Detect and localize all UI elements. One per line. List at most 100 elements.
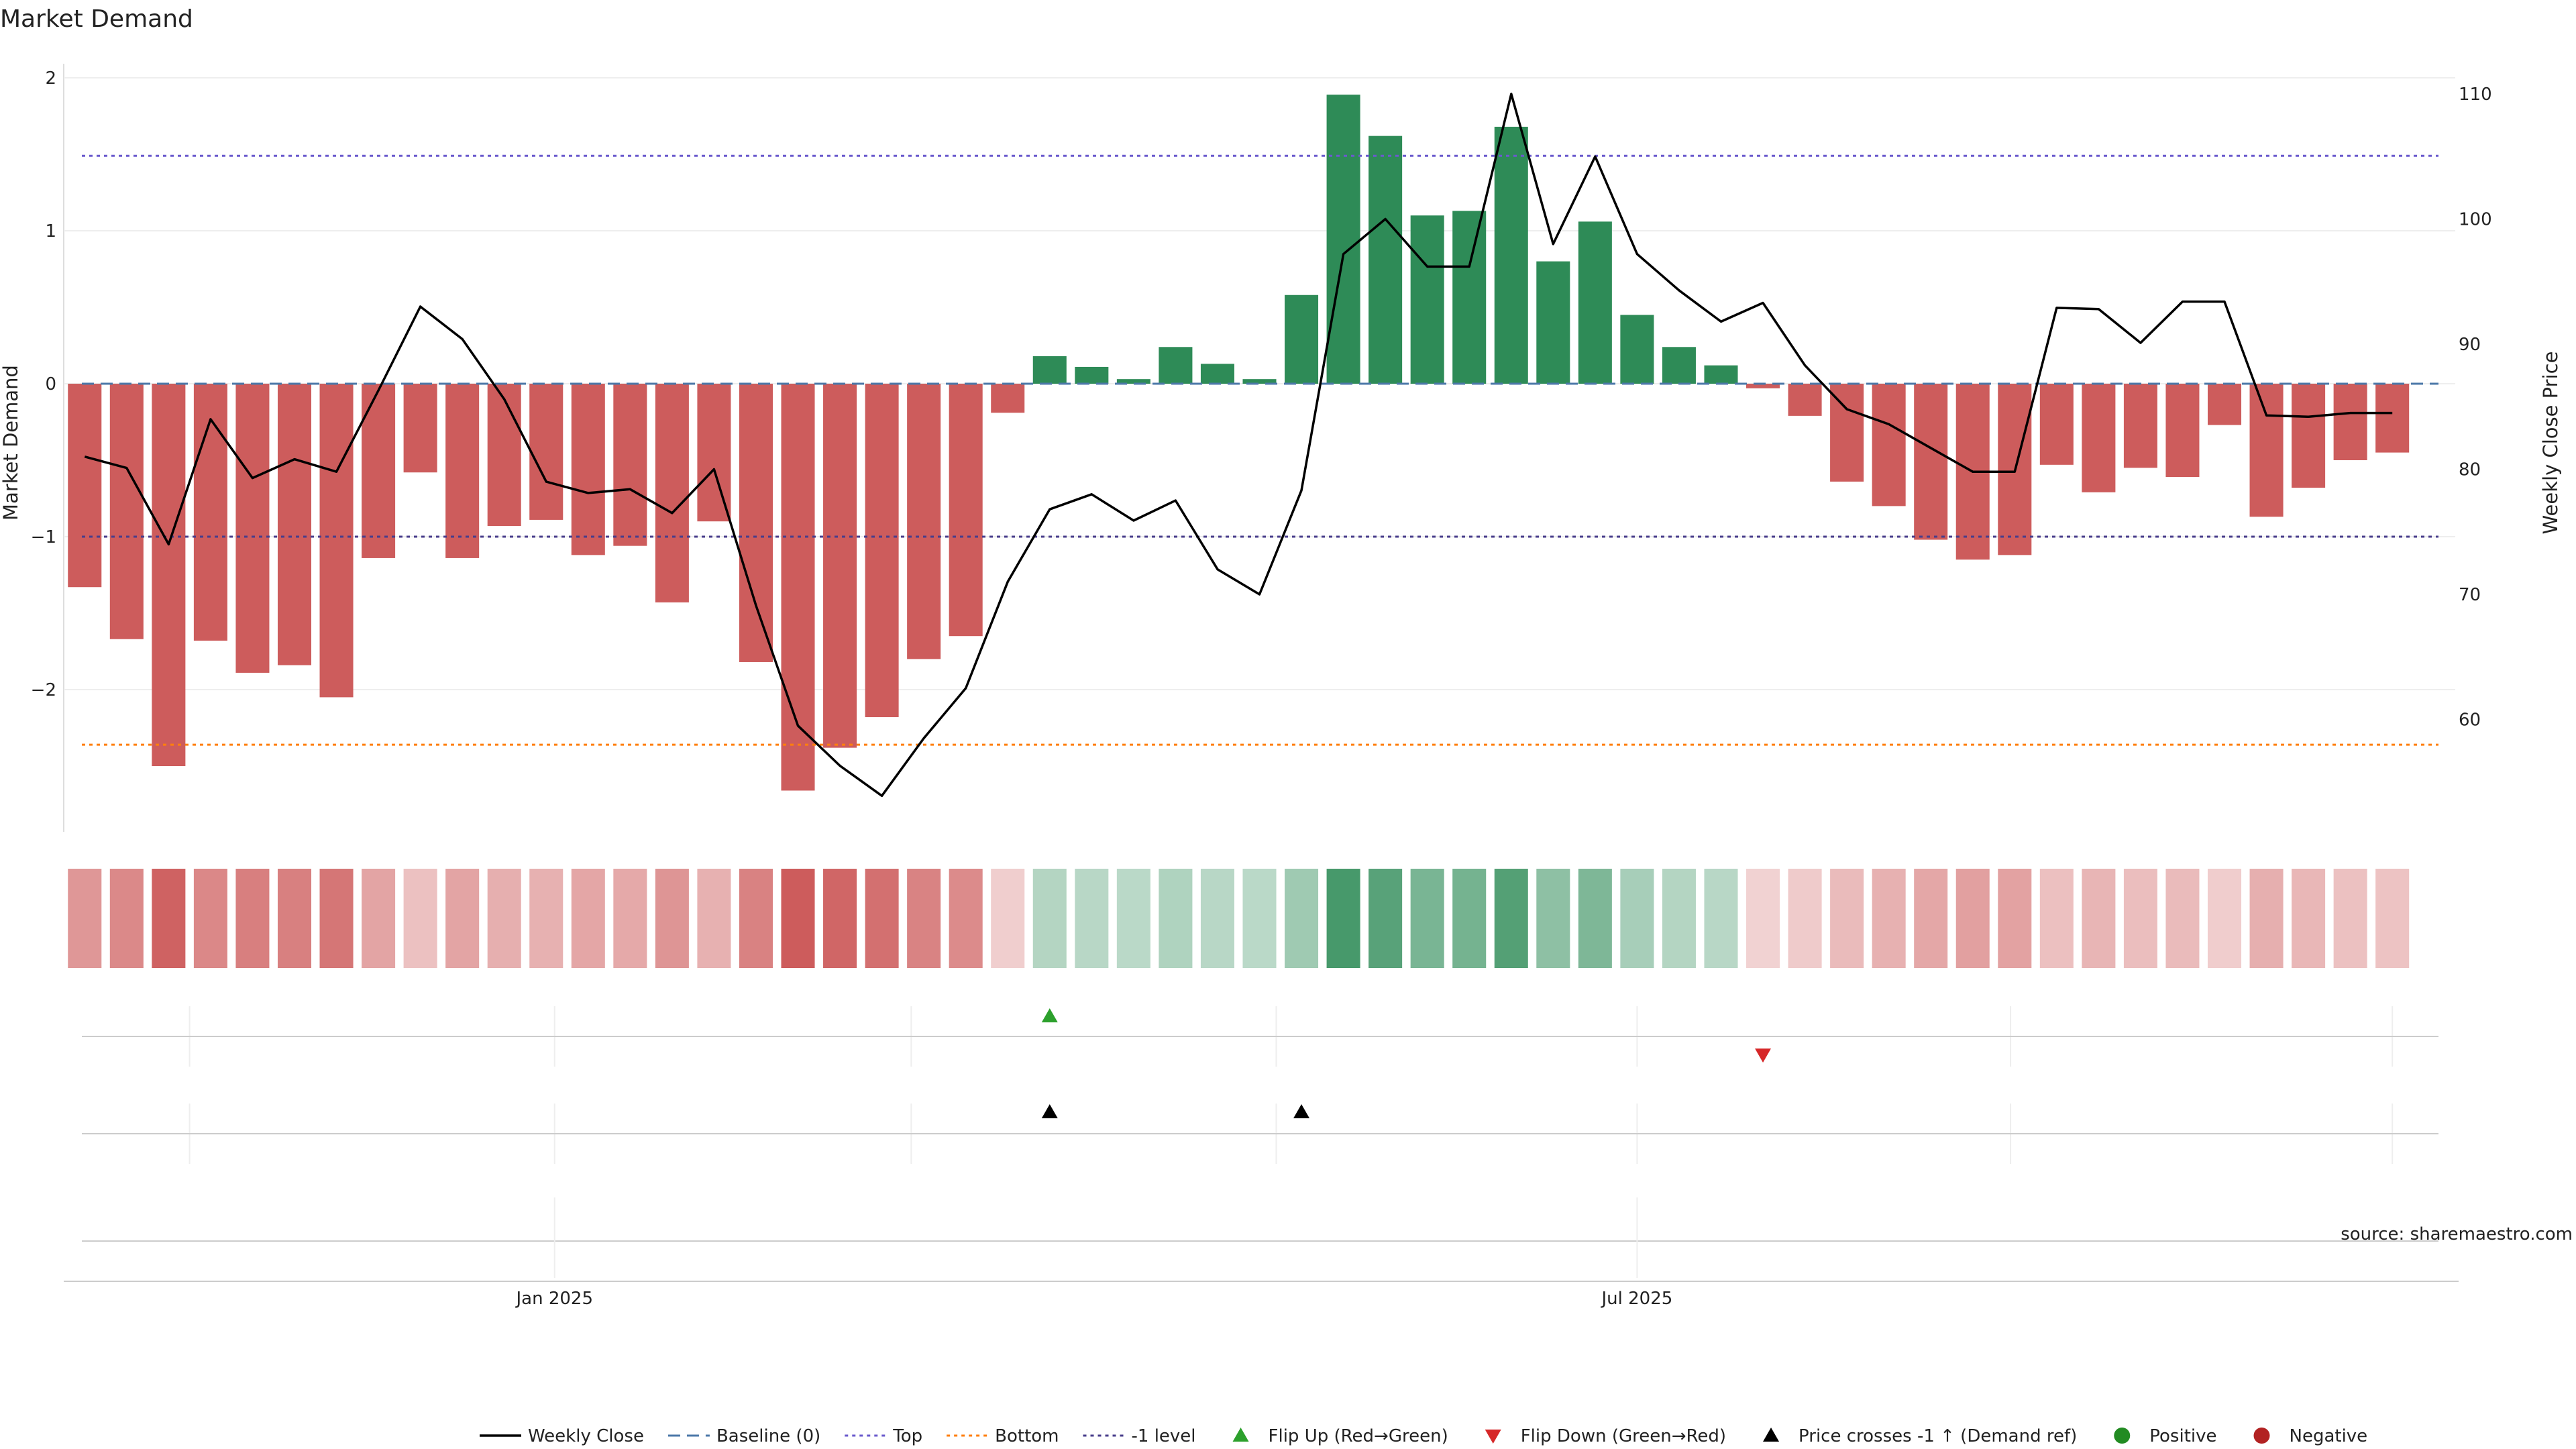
heat-cell-negative bbox=[865, 869, 899, 968]
demand-bar-negative bbox=[613, 384, 647, 546]
heat-cell-negative bbox=[2207, 869, 2242, 968]
legend-swatch-negative bbox=[2253, 1428, 2270, 1444]
y2-tick-label: 60 bbox=[2459, 710, 2481, 731]
legend-label: -1 level bbox=[1132, 1426, 1196, 1446]
price-cross-marker bbox=[1041, 1104, 1058, 1118]
x-tick-label: Jul 2025 bbox=[1600, 1289, 1672, 1309]
heat-cell-positive bbox=[1578, 869, 1612, 968]
heat-cell-positive bbox=[1620, 869, 1654, 968]
demand-bar-negative bbox=[1788, 384, 1822, 416]
heat-cell-negative bbox=[109, 869, 144, 968]
demand-bar-positive bbox=[1452, 211, 1487, 384]
legend-label: Positive bbox=[2149, 1426, 2216, 1446]
demand-bar-negative bbox=[907, 384, 941, 659]
demand-bar-negative bbox=[991, 384, 1025, 413]
demand-bar-negative bbox=[2123, 384, 2157, 468]
heat-cell-positive bbox=[1075, 869, 1109, 968]
flip-up-marker bbox=[1041, 1008, 1058, 1022]
demand-bar-positive bbox=[1075, 366, 1109, 384]
heat-cell-negative bbox=[529, 869, 564, 968]
heat-cell-negative bbox=[277, 869, 312, 968]
demand-bar-positive bbox=[1410, 215, 1444, 384]
demand-bar-negative bbox=[2249, 384, 2284, 517]
chart-title: Market Demand bbox=[0, 5, 193, 33]
heat-cell-positive bbox=[1032, 869, 1067, 968]
legend-label: Top bbox=[892, 1426, 922, 1446]
demand-bar-negative bbox=[739, 384, 773, 662]
legend-label: Price crosses -1 ↑ (Demand ref) bbox=[1799, 1426, 2077, 1446]
heat-cell-negative bbox=[1998, 869, 2032, 968]
y-axis-label: Market Demand bbox=[0, 365, 22, 521]
y2-tick-label: 100 bbox=[2459, 210, 2492, 230]
demand-bar-negative bbox=[1872, 384, 1906, 506]
demand-bar-negative bbox=[152, 384, 186, 766]
demand-bar-negative bbox=[403, 384, 437, 473]
demand-bar-positive bbox=[1368, 136, 1403, 384]
heat-cell-positive bbox=[1116, 869, 1150, 968]
demand-bar-negative bbox=[2333, 384, 2367, 460]
demand-bar-positive bbox=[1200, 364, 1234, 384]
demand-bar-negative bbox=[487, 384, 521, 527]
legend-label: Flip Up (Red→Green) bbox=[1269, 1426, 1448, 1446]
heat-cell-negative bbox=[487, 869, 521, 968]
heat-cell-negative bbox=[2165, 869, 2200, 968]
legend: Weekly Close Baseline (0) Top Bottom -1 leve… bbox=[480, 1426, 2367, 1446]
heat-cell-negative bbox=[445, 869, 480, 968]
heat-cell-negative bbox=[2333, 869, 2367, 968]
demand-bar-positive bbox=[1662, 347, 1696, 384]
heat-cell-positive bbox=[1159, 869, 1193, 968]
demand-bar-negative bbox=[529, 384, 564, 520]
heat-cell-negative bbox=[571, 869, 605, 968]
demand-bar-negative bbox=[2165, 384, 2200, 478]
demand-bar-negative bbox=[277, 384, 312, 665]
y2-axis-label: Weekly Close Price bbox=[2539, 352, 2562, 535]
demand-bar-positive bbox=[1326, 95, 1360, 384]
heat-cell-positive bbox=[1704, 869, 1738, 968]
heat-cell-negative bbox=[991, 869, 1025, 968]
main-panel: 2 1 0 −1 −2 110 100 90 80 70 60 Market Demand Weekly… bbox=[0, 64, 2562, 832]
legend-swatch-flip-up bbox=[1232, 1428, 1249, 1442]
demand-bar-negative bbox=[949, 384, 983, 637]
legend-swatch-price-cross bbox=[1763, 1428, 1780, 1442]
heat-cell-positive bbox=[1242, 869, 1277, 968]
demand-bar-negative bbox=[68, 384, 102, 588]
legend-label: Baseline (0) bbox=[716, 1426, 820, 1446]
legend-label: Flip Down (Green→Red) bbox=[1521, 1426, 1726, 1446]
demand-bar-negative bbox=[193, 384, 227, 641]
demand-bar-negative bbox=[2039, 384, 2074, 465]
demand-bar-positive bbox=[1620, 315, 1654, 384]
heat-cell-negative bbox=[235, 869, 270, 968]
heat-cell-negative bbox=[781, 869, 815, 968]
heat-cell-positive bbox=[1536, 869, 1570, 968]
demand-bar-negative bbox=[362, 384, 396, 558]
demand-bar-negative bbox=[865, 384, 899, 718]
demand-bar-negative bbox=[235, 384, 270, 673]
heat-cell-positive bbox=[1662, 869, 1696, 968]
heat-cell-negative bbox=[613, 869, 647, 968]
heat-cell-negative bbox=[1955, 869, 1990, 968]
y2-tick-label: 80 bbox=[2459, 460, 2481, 480]
demand-bar-negative bbox=[319, 384, 354, 698]
heat-cell-negative bbox=[2292, 869, 2326, 968]
demand-bar-positive bbox=[1032, 356, 1067, 384]
legend-swatch-positive bbox=[2114, 1428, 2131, 1444]
y-tick-label: −2 bbox=[31, 680, 56, 700]
x-axis: Jan 2025 Jul 2025 bbox=[64, 1197, 2459, 1309]
heat-cell-negative bbox=[319, 869, 354, 968]
heat-cell-positive bbox=[1452, 869, 1487, 968]
heat-cell-negative bbox=[1914, 869, 1948, 968]
y-tick-label: 2 bbox=[45, 68, 56, 89]
x-tick-label: Jan 2025 bbox=[515, 1289, 594, 1309]
demand-bar-negative bbox=[2207, 384, 2242, 425]
heat-cell-positive bbox=[1410, 869, 1444, 968]
demand-bar-negative bbox=[445, 384, 480, 558]
heat-cell-negative bbox=[403, 869, 437, 968]
demand-bar-negative bbox=[781, 384, 815, 791]
heat-cell-negative bbox=[1746, 869, 1780, 968]
demand-bar-positive bbox=[1242, 379, 1277, 384]
heat-cell-negative bbox=[1872, 869, 1906, 968]
demand-bar-positive bbox=[1116, 379, 1150, 384]
y-tick-label: 0 bbox=[45, 374, 56, 394]
demand-bar-negative bbox=[823, 384, 857, 748]
